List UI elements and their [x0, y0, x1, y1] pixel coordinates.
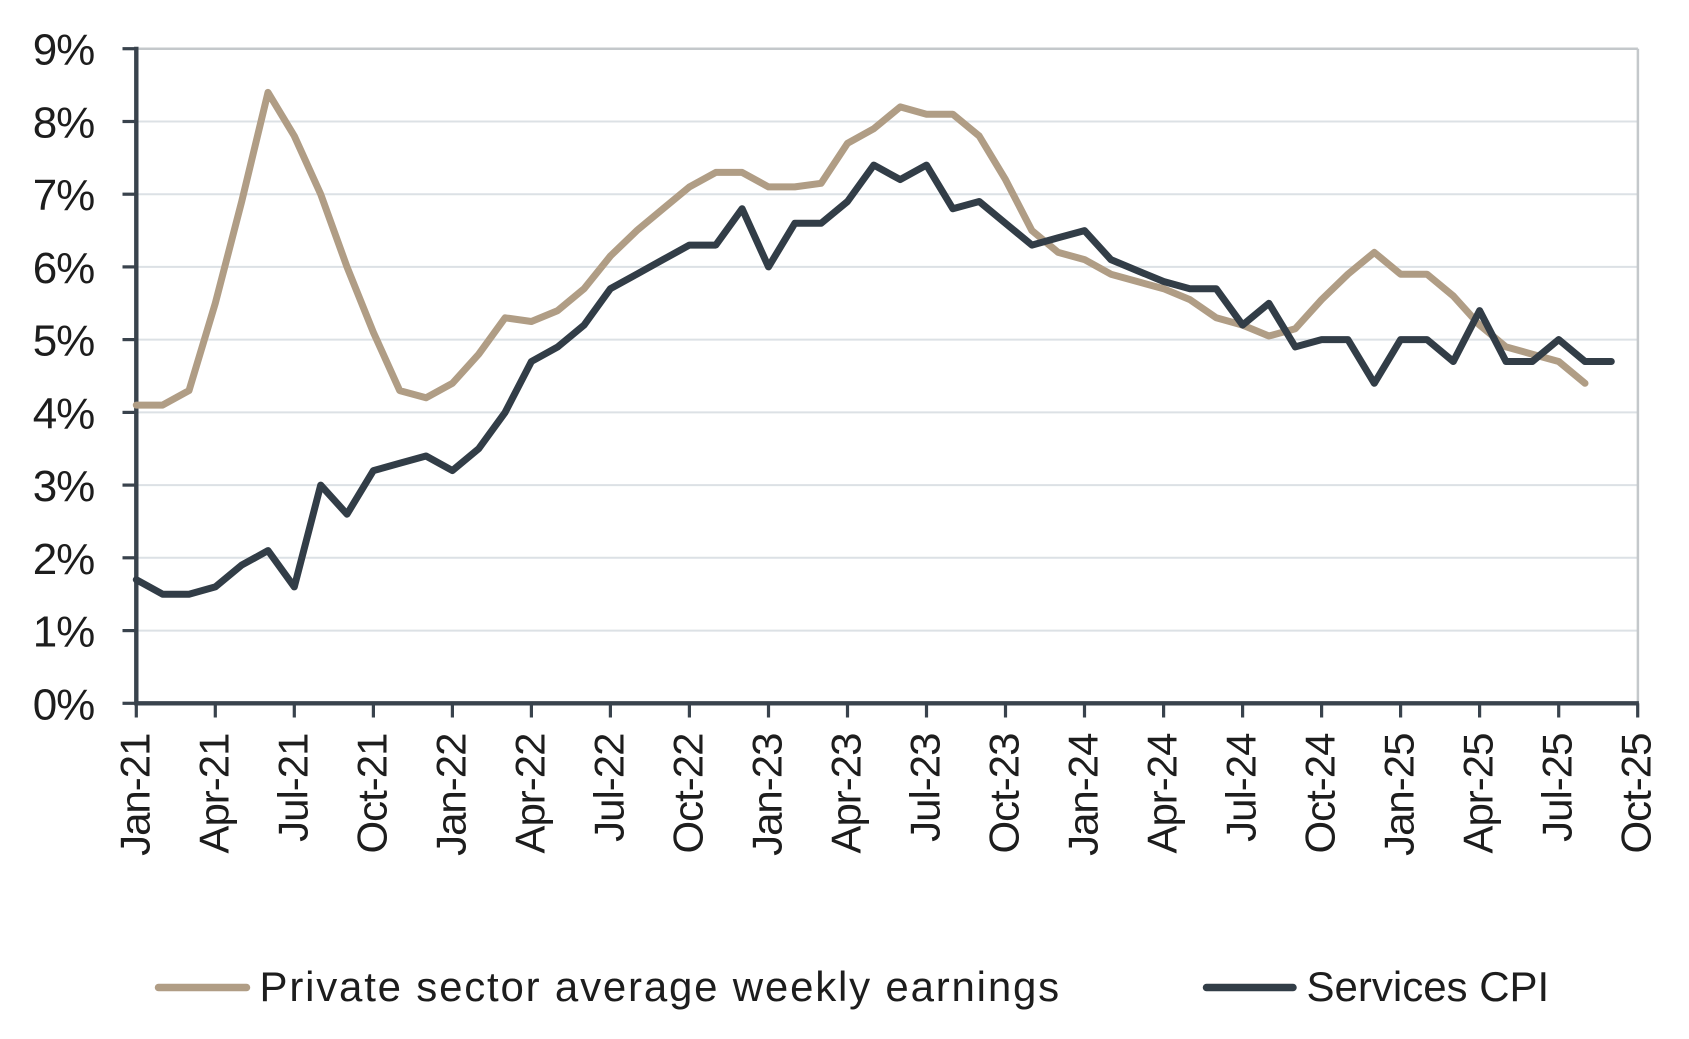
svg-text:Jul-22: Jul-22 [585, 734, 632, 842]
svg-text:Jan-24: Jan-24 [1060, 733, 1107, 856]
svg-text:Jul-23: Jul-23 [902, 734, 949, 842]
svg-text:1%: 1% [33, 608, 94, 657]
svg-text:6%: 6% [33, 244, 94, 293]
svg-text:Services CPI: Services CPI [1307, 963, 1550, 1010]
svg-text:Oct-22: Oct-22 [664, 734, 711, 854]
svg-text:Apr-21: Apr-21 [190, 734, 237, 854]
svg-text:2%: 2% [33, 535, 94, 584]
svg-text:8%: 8% [33, 99, 94, 148]
svg-text:3%: 3% [33, 462, 94, 511]
svg-text:Oct-23: Oct-23 [981, 734, 1028, 854]
svg-text:Apr-24: Apr-24 [1139, 733, 1186, 854]
svg-text:Private sector average weekly: Private sector average weekly earnings [260, 963, 1061, 1010]
svg-text:Jul-25: Jul-25 [1534, 734, 1581, 842]
svg-text:Jan-22: Jan-22 [427, 734, 474, 856]
svg-text:Jul-24: Jul-24 [1218, 733, 1265, 842]
svg-text:Jan-21: Jan-21 [111, 734, 158, 856]
svg-text:Jan-25: Jan-25 [1376, 734, 1423, 856]
svg-text:0%: 0% [33, 680, 94, 729]
svg-text:9%: 9% [33, 26, 94, 75]
svg-text:4%: 4% [33, 389, 94, 438]
svg-text:Oct-24: Oct-24 [1297, 733, 1344, 854]
svg-text:7%: 7% [33, 171, 94, 220]
svg-text:Apr-22: Apr-22 [506, 734, 553, 854]
svg-text:Oct-21: Oct-21 [348, 734, 395, 854]
svg-text:Jan-23: Jan-23 [744, 734, 791, 856]
svg-text:Apr-25: Apr-25 [1455, 734, 1502, 854]
svg-text:Apr-23: Apr-23 [823, 734, 870, 854]
svg-text:Jul-21: Jul-21 [269, 734, 316, 842]
svg-text:Oct-25: Oct-25 [1613, 734, 1660, 854]
svg-text:5%: 5% [33, 317, 94, 366]
